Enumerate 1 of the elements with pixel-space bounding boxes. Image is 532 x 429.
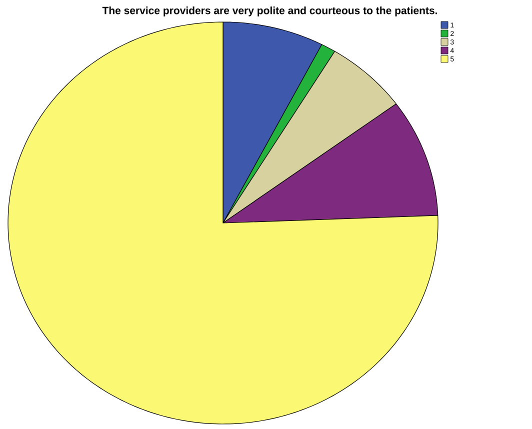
chart-title: The service providers are very polite and courteous to the patients. (102, 6, 438, 16)
